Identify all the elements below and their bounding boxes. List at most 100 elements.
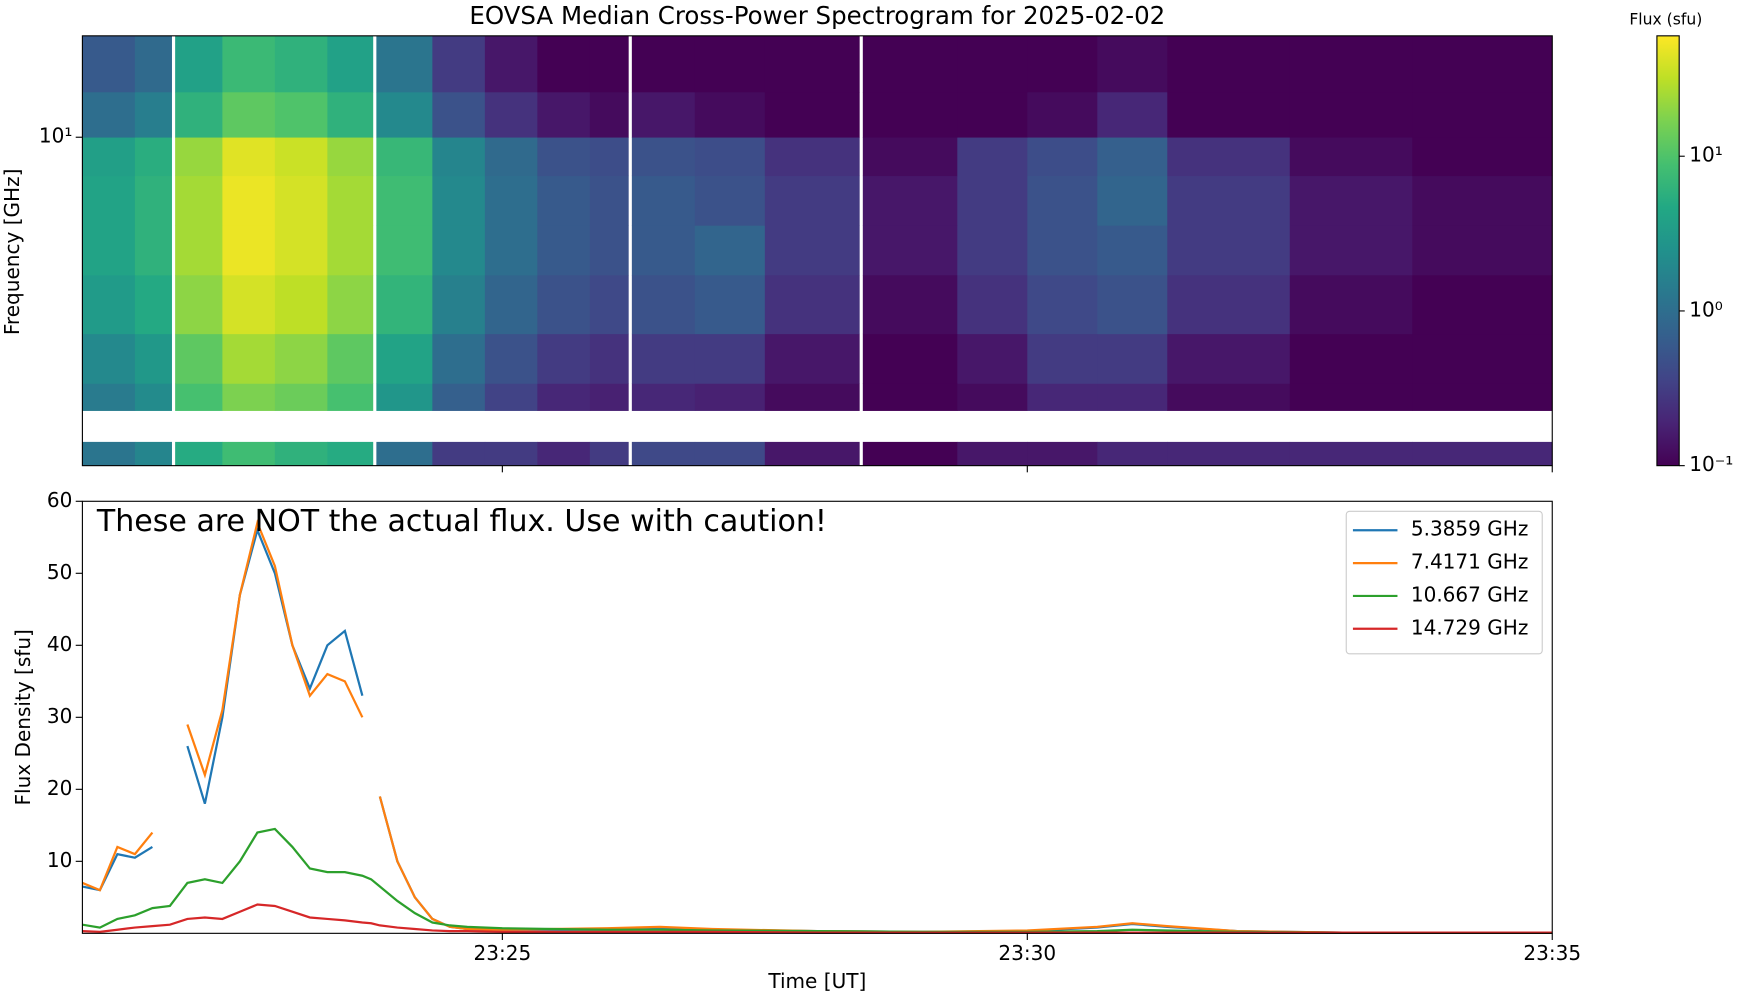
- heatmap-cell: [537, 175, 591, 226]
- heatmap-cell: [1097, 91, 1168, 138]
- heatmap-cell: [484, 333, 538, 384]
- heatmap-cell: [1027, 441, 1098, 466]
- y-axis-label: Flux Density [sfu]: [11, 629, 35, 805]
- heatmap-cell: [1412, 274, 1553, 335]
- heatmap-cell: [537, 274, 591, 335]
- heatmap-cell: [175, 333, 223, 384]
- heatmap-cell: [432, 383, 486, 411]
- heatmap-cell: [82, 383, 136, 411]
- heatmap-cell: [327, 175, 374, 226]
- heatmap-cell: [376, 333, 433, 384]
- heatmap-cell: [862, 175, 958, 226]
- heatmap-cell: [134, 137, 172, 177]
- heatmap-cell: [694, 225, 766, 276]
- heatmap-cell: [82, 137, 136, 177]
- heatmap-cell: [694, 333, 766, 384]
- heatmap-cell: [1097, 383, 1168, 411]
- heatmap-cell: [631, 225, 696, 276]
- heatmap-cell: [1167, 175, 1291, 226]
- heatmap-cell: [376, 225, 433, 276]
- heatmap-cell: [631, 274, 696, 335]
- heatmap-cell: [764, 175, 860, 226]
- heatmap-cell: [274, 225, 328, 276]
- heatmap-cell: [694, 35, 766, 93]
- x-tick-label: 23:35: [1523, 941, 1581, 965]
- heatmap-cell: [694, 274, 766, 335]
- heatmap-cell: [134, 175, 172, 226]
- x-tick-label: 23:25: [473, 941, 531, 965]
- heatmap-cell: [1412, 383, 1553, 411]
- heatmap-cell: [1167, 333, 1291, 384]
- heatmap-cell: [327, 137, 374, 177]
- heatmap-cell: [376, 383, 433, 411]
- heatmap-cell: [631, 333, 696, 384]
- heatmap-cell: [1412, 333, 1553, 384]
- heatmap-cell: [631, 175, 696, 226]
- heatmap-cell: [432, 91, 486, 138]
- heatmap-cell: [484, 137, 538, 177]
- heatmap-cell: [537, 91, 591, 138]
- heatmap-cell: [1289, 137, 1413, 177]
- heatmap-cell: [764, 441, 860, 466]
- heatmap-cell: [82, 333, 136, 384]
- heatmap-cell: [589, 35, 629, 93]
- heatmap-cell: [631, 35, 696, 93]
- heatmap-cell: [376, 274, 433, 335]
- heatmap-cell: [862, 137, 958, 177]
- heatmap-cell: [694, 91, 766, 138]
- heatmap-cell: [274, 333, 328, 384]
- heatmap-cell: [957, 441, 1028, 466]
- heatmap-cell: [274, 175, 328, 226]
- heatmap-cell: [1027, 91, 1098, 138]
- colorbar-tick-label: 10⁻¹: [1689, 452, 1733, 476]
- heatmap-cell: [134, 441, 172, 466]
- heatmap-cell: [1167, 274, 1291, 335]
- heatmap-cell: [1027, 274, 1098, 335]
- heatmap-cell: [1289, 383, 1413, 411]
- legend-label: 5.3859 GHz: [1411, 517, 1529, 541]
- heatmap-cell: [589, 225, 629, 276]
- heatmap-cell: [432, 274, 486, 335]
- heatmap-cell: [1412, 91, 1553, 138]
- heatmap-cell: [862, 441, 958, 466]
- heatmap-cell: [82, 35, 136, 93]
- colorbar-tick-label: 10¹: [1689, 143, 1723, 167]
- heatmap-cell: [175, 274, 223, 335]
- heatmap-cell: [957, 274, 1028, 335]
- heatmap-cell: [589, 274, 629, 335]
- legend-label: 10.667 GHz: [1411, 582, 1529, 606]
- heatmap-cell: [631, 383, 696, 411]
- heatmap-cell: [764, 35, 860, 93]
- line-series: [82, 827, 1553, 934]
- heatmap-cell: [1097, 175, 1168, 226]
- heatmap-cell: [631, 137, 696, 177]
- y-tick-label: 50: [47, 560, 72, 584]
- y-tick-label: 60: [47, 488, 72, 512]
- heatmap-cell: [222, 225, 276, 276]
- heatmap-cell: [376, 175, 433, 226]
- heatmap-cell: [1097, 225, 1168, 276]
- heatmap-cell: [862, 274, 958, 335]
- y-axis-label: Frequency [GHz]: [0, 169, 24, 336]
- heatmap-cell: [862, 91, 958, 138]
- heatmap-cell: [376, 441, 433, 466]
- x-tick-label: 23:30: [998, 941, 1056, 965]
- heatmap-cell: [274, 441, 328, 466]
- x-axis-label: Time [UT]: [767, 969, 866, 993]
- heatmap-cell: [484, 383, 538, 411]
- heatmap-cell: [222, 333, 276, 384]
- heatmap-cell: [1027, 225, 1098, 276]
- heatmap-cell: [432, 225, 486, 276]
- heatmap-cell: [862, 225, 958, 276]
- heatmap-cell: [432, 441, 486, 466]
- y-tick-label: 30: [47, 704, 72, 728]
- heatmap-cell: [694, 137, 766, 177]
- heatmap-cell: [1289, 225, 1413, 276]
- heatmap-cell: [589, 91, 629, 138]
- heatmap-cell: [222, 175, 276, 226]
- heatmap-cell: [484, 225, 538, 276]
- heatmap-cell: [327, 441, 374, 466]
- heatmap-cell: [537, 137, 591, 177]
- heatmap-cell: [1289, 333, 1413, 384]
- heatmap-cell: [175, 35, 223, 93]
